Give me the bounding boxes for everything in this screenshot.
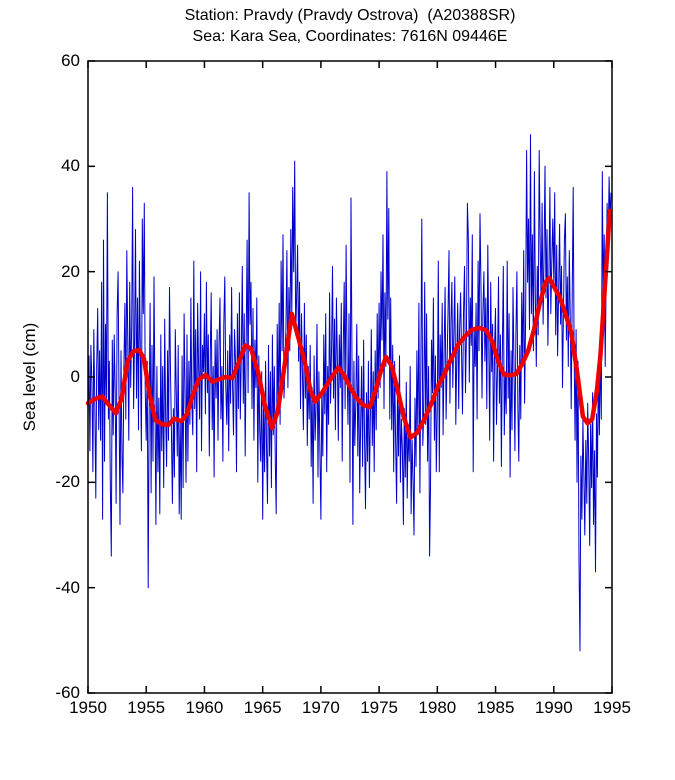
x-tick-label: 1995 (593, 698, 631, 717)
y-tick-label: 60 (61, 51, 80, 70)
y-tick-label: 40 (61, 156, 80, 176)
y-tick-label: -60 (55, 683, 80, 702)
x-tick-label: 1990 (534, 698, 573, 717)
y-tick-label: 0 (70, 367, 80, 386)
x-tick-label: 1985 (476, 698, 515, 717)
chart-title: Station: Pravdy (Pravdy Ostrova) (A20388… (184, 7, 516, 24)
x-tick-label: 1970 (301, 698, 340, 717)
x-tick-label: 1975 (360, 698, 399, 717)
chart-subtitle: Sea: Kara Sea, Coordinates: 7616N 09446E (192, 28, 508, 45)
y-tick-label: -20 (55, 472, 80, 492)
x-tick-label: 1950 (69, 698, 107, 717)
x-tick-label: 1960 (185, 698, 224, 717)
x-tick-label: 1980 (418, 698, 457, 717)
y-tick-label: -40 (55, 577, 80, 597)
smoothed-sea-level-line (85, 208, 612, 440)
y-tick-label: 20 (61, 261, 80, 281)
x-tick-label: 1955 (127, 698, 166, 717)
monthly-sea-level-line (87, 134, 612, 652)
x-tick-label: 1965 (243, 698, 282, 717)
